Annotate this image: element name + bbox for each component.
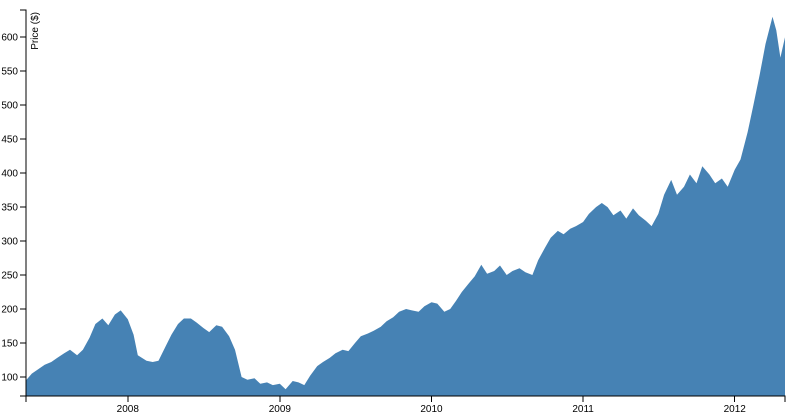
y-tick-label: 450 xyxy=(1,135,18,146)
x-axis: 2008 2009 2010 2011 2012 xyxy=(25,395,786,415)
plot-area xyxy=(26,16,785,397)
y-axis-title: Price ($) xyxy=(30,12,41,50)
y-tick-label: 300 xyxy=(1,237,18,248)
y-axis: 100 150 200 250 300 350 400 450 500 550 600 xyxy=(1,9,27,397)
y-tick-label: 250 xyxy=(1,271,18,282)
x-axis-line xyxy=(25,395,786,402)
y-tick-label: 600 xyxy=(1,33,18,44)
x-tick-label: 2010 xyxy=(420,404,443,415)
y-tick-label: 200 xyxy=(1,305,18,316)
price-area-series xyxy=(26,16,785,397)
x-tick-label: 2012 xyxy=(724,404,747,415)
y-tick-label: 100 xyxy=(1,372,18,383)
x-tick-label: 2009 xyxy=(269,404,292,415)
y-tick-label: 150 xyxy=(1,338,18,349)
x-tick-label: 2008 xyxy=(117,404,140,415)
y-axis-line xyxy=(20,9,27,397)
y-tick-label: 550 xyxy=(1,67,18,78)
y-tick-label: 400 xyxy=(1,169,18,180)
y-tick-label: 500 xyxy=(1,101,18,112)
x-tick-label: 2011 xyxy=(572,404,594,415)
y-tick-label: 350 xyxy=(1,203,18,214)
